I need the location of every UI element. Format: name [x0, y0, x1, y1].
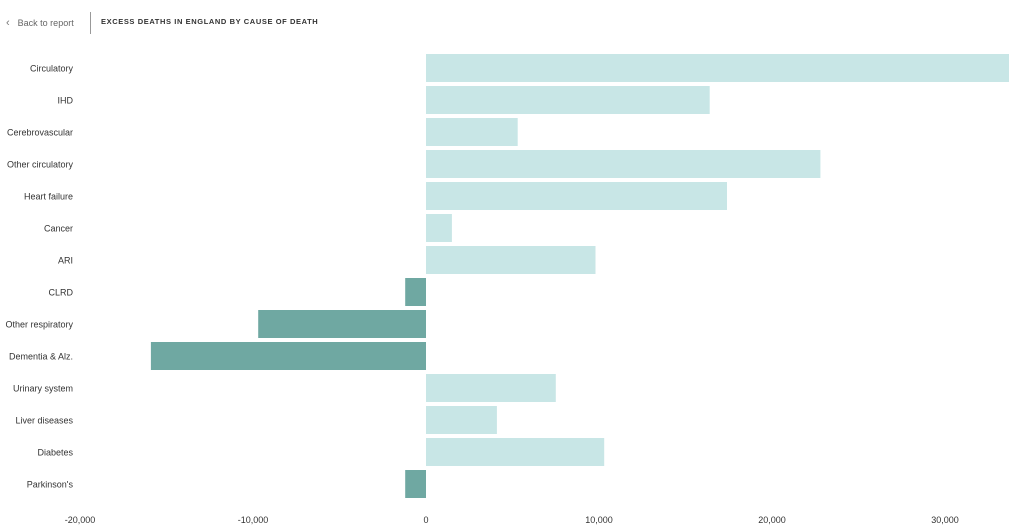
category-label: Other respiratory [5, 320, 73, 330]
category-label: Heart failure [24, 192, 73, 202]
bar [405, 470, 426, 498]
back-to-report-label: Back to report [17, 18, 74, 28]
category-label: Cancer [44, 224, 73, 234]
bar [426, 374, 556, 402]
x-tick-label: 30,000 [931, 515, 959, 525]
category-label: Dementia & Alz. [9, 352, 73, 362]
category-label: Cerebrovascular [7, 128, 73, 138]
category-label: ARI [58, 256, 73, 266]
category-label: Other circulatory [7, 160, 74, 170]
bar [426, 246, 596, 274]
bar [258, 310, 426, 338]
category-label: Urinary system [13, 384, 73, 394]
category-label: Circulatory [30, 64, 74, 74]
bar [426, 118, 518, 146]
x-tick-label: -10,000 [238, 515, 269, 525]
bar [426, 214, 452, 242]
bar [426, 54, 1009, 82]
page-title: EXCESS DEATHS IN ENGLAND BY CAUSE OF DEA… [101, 17, 319, 26]
bar [426, 182, 727, 210]
category-label: CLRD [48, 288, 73, 298]
x-tick-label: 20,000 [758, 515, 786, 525]
bar [426, 86, 710, 114]
bar [426, 438, 605, 466]
category-label: Parkinson's [27, 480, 74, 490]
bar [426, 150, 821, 178]
header-divider [90, 12, 91, 34]
chevron-left-icon: ‹ [6, 16, 10, 29]
category-label: Liver diseases [15, 416, 73, 426]
back-to-report-button[interactable]: ‹ Back to report [6, 14, 74, 32]
bar [150, 342, 426, 370]
bar [405, 278, 426, 306]
category-label: IHD [58, 96, 74, 106]
category-label: Diabetes [37, 448, 73, 458]
x-tick-label: 10,000 [585, 515, 613, 525]
x-tick-label: 0 [423, 515, 428, 525]
top-bar: ‹ Back to report EXCESS DEATHS IN ENGLAN… [0, 0, 1024, 44]
bar [426, 406, 497, 434]
x-tick-label: -20,000 [65, 515, 96, 525]
